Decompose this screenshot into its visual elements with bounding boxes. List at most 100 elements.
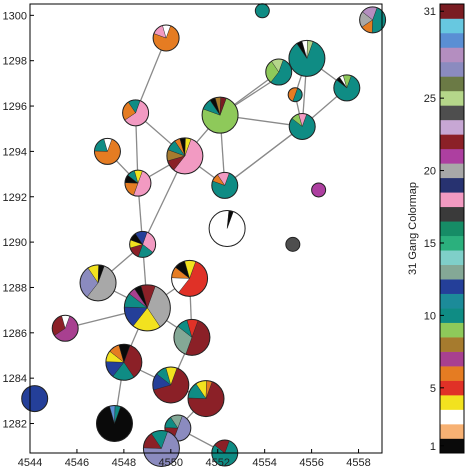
pie-outline (211, 171, 239, 199)
colorbar-swatch-4 (440, 395, 464, 410)
plot-frame (29, 3, 383, 454)
colorbar-swatch-28 (440, 47, 464, 63)
colorbar-swatch-25 (440, 90, 464, 106)
pie-outline (285, 236, 301, 252)
colorbar-swatch-14 (440, 250, 464, 266)
colorbar-swatch-1 (440, 438, 464, 454)
pie-node-25 (152, 366, 190, 404)
pie-outline (93, 137, 121, 165)
colorbar-swatch-16 (440, 221, 464, 237)
pie-node-14 (211, 171, 239, 199)
pie-outline (288, 112, 316, 140)
pie-slice (285, 237, 300, 252)
pie-node-15 (311, 182, 327, 198)
pie-outline (123, 284, 171, 332)
colorbar-swatch-7 (440, 351, 464, 367)
colorbar-swatch-31 (440, 4, 464, 19)
pie-node-28 (95, 405, 133, 443)
pie-node-12 (166, 137, 204, 175)
pie-outline (95, 405, 133, 443)
pie-outline (51, 314, 79, 342)
pie-node-24 (105, 343, 143, 381)
pie-outline (166, 137, 204, 175)
colorbar-swatch-8 (440, 337, 464, 352)
pie-node-27 (187, 380, 225, 418)
x-tick-label: 4558 (346, 457, 370, 467)
colorbar-swatch-20 (440, 163, 464, 179)
y-tick-label: 1288 (3, 282, 27, 294)
colorbar-swatch-27 (440, 61, 464, 77)
pie-outline (288, 39, 326, 77)
colorbar-tick-label: 20 (424, 166, 436, 178)
colorbar-swatch-11 (440, 293, 464, 309)
pie-node-23 (173, 318, 211, 356)
pie-node-21 (123, 284, 171, 332)
colorbar-tick-label: 31 (424, 6, 436, 18)
colorbar-swatch-29 (440, 32, 464, 48)
pie-node-17 (285, 236, 301, 252)
pie-slice (255, 3, 270, 18)
pie-outline (142, 429, 180, 467)
colorbar-swatch-6 (440, 366, 464, 381)
pie-outline (311, 182, 327, 198)
pie-outline (287, 87, 303, 103)
colorbar-swatch-18 (440, 192, 464, 208)
pie-outline (152, 366, 190, 404)
colorbar-swatch-22 (440, 134, 464, 150)
colorbar-swatch-23 (440, 119, 464, 135)
y-tick-label: 1298 (3, 56, 27, 68)
colorbar-title: 31 Gang Colormap (407, 182, 419, 275)
colorbar-tick-label: 1 (430, 441, 436, 453)
x-tick-label: 4556 (299, 457, 323, 467)
pie-node-30 (142, 429, 180, 467)
x-tick-label: 4548 (112, 457, 136, 467)
pie-node-10 (288, 112, 316, 140)
colorbar-swatch-9 (440, 322, 464, 338)
pie-node-16 (208, 210, 246, 247)
pie-node-11 (93, 137, 121, 165)
pie-outline (187, 380, 225, 418)
x-axis: 4544 4546 4548 4550 4552 4554 4556 4558 (18, 449, 371, 467)
pie-node-8 (122, 99, 150, 127)
pie-outline (173, 318, 211, 356)
colorbar-swatch-5 (440, 380, 464, 396)
y-tick-label: 1284 (3, 373, 27, 385)
pie-node-9 (201, 96, 239, 134)
pie-outline (201, 96, 239, 134)
pie-outline (208, 210, 246, 247)
y-tick-label: 1286 (3, 328, 27, 340)
pie-node-5 (265, 58, 293, 86)
colorbar-swatch-30 (440, 18, 464, 34)
pie-outline (265, 58, 293, 86)
colorbar-swatch-21 (440, 148, 464, 164)
colorbar-swatch-15 (440, 235, 464, 251)
pie-outline (21, 385, 49, 413)
pie-slice (21, 385, 48, 412)
pie-node-20 (171, 259, 209, 297)
pie-outline (359, 6, 387, 34)
y-axis: 1282 1284 1286 1288 1290 1292 1294 1296 1298 1300 (3, 10, 34, 431)
colorbar-swatch-17 (440, 206, 464, 222)
colorbar-tick-label: 25 (424, 93, 436, 105)
y-tick-label: 1300 (3, 10, 27, 22)
pie-outline (152, 24, 180, 52)
colorbar-swatch-26 (440, 76, 464, 92)
colorbar-tick-label: 5 (430, 383, 436, 395)
pie-outline (122, 99, 150, 127)
colorbar-swatch-10 (440, 308, 464, 323)
colorbar-tick-label: 15 (424, 238, 436, 250)
colorbar-swatch-2 (440, 424, 464, 439)
colorbar-swatch-19 (440, 177, 464, 193)
pie-outline (105, 343, 143, 381)
x-tick-label: 4546 (65, 457, 89, 467)
pie-node-26 (21, 385, 49, 413)
pie-node-3 (152, 24, 180, 52)
pie-node-22 (51, 314, 79, 342)
x-tick-label: 4552 (205, 457, 229, 467)
y-tick-label: 1282 (3, 419, 27, 431)
colorbar-swatch-13 (440, 264, 464, 280)
colorbar-swatch-24 (440, 105, 464, 121)
colorbar-frame (439, 3, 465, 454)
